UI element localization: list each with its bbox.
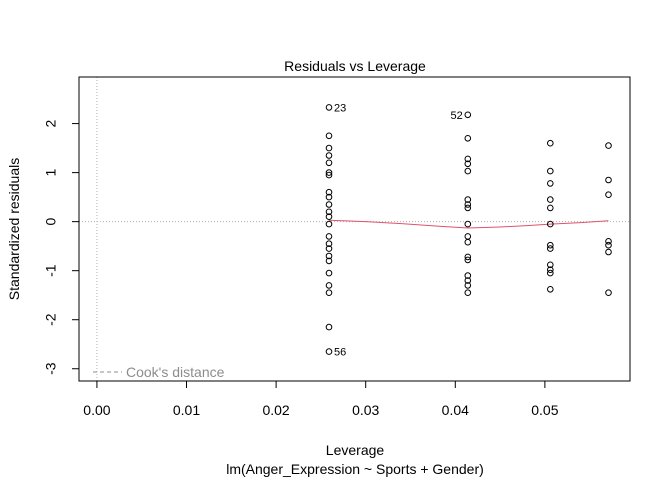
data-point [325, 220, 333, 228]
x-tick-label: 0.00 [83, 402, 110, 418]
data-point [464, 253, 472, 261]
x-tick-label: 0.02 [262, 402, 289, 418]
plot-box [78, 76, 631, 382]
x-axis-title: Leverage [326, 442, 385, 458]
data-point [325, 240, 333, 247]
y-axis: -3 -2 -1 0 1 2 [43, 119, 80, 375]
points-group [325, 104, 612, 355]
x-tick-label: 0.04 [442, 402, 469, 418]
data-point [464, 220, 472, 228]
data-point [325, 245, 333, 252]
data-point [325, 201, 333, 208]
data-point [547, 266, 554, 274]
y-tick-label: -2 [43, 313, 59, 326]
data-point [464, 233, 472, 240]
data-point [464, 277, 472, 284]
y-tick-label: 2 [43, 119, 59, 127]
data-point [464, 155, 472, 163]
data-point [605, 241, 612, 249]
y-tick-label: -3 [43, 362, 59, 375]
data-point [605, 176, 612, 184]
data-point [547, 245, 554, 252]
point-labels-group: 23 56 52 [334, 102, 463, 358]
data-point [325, 282, 333, 289]
x-tick-label: 0.05 [531, 402, 558, 418]
data-point [325, 144, 333, 152]
data-point [547, 286, 554, 293]
legend-label: Cook's distance [126, 364, 225, 380]
data-point [464, 196, 472, 203]
data-point [325, 193, 333, 201]
data-point [325, 257, 333, 265]
data-point [547, 196, 554, 203]
data-point [325, 104, 333, 111]
data-point [464, 201, 472, 208]
data-point [325, 171, 333, 179]
data-point [464, 256, 472, 264]
data-point [325, 252, 333, 260]
data-point [464, 160, 472, 168]
data-point [547, 139, 554, 147]
y-tick-label: 0 [43, 217, 59, 225]
data-point [464, 238, 472, 246]
data-point [325, 348, 333, 355]
data-point [325, 188, 333, 196]
data-point [325, 323, 333, 331]
data-point [547, 180, 554, 187]
data-point [325, 289, 333, 297]
data-point [464, 111, 472, 119]
data-point [464, 282, 472, 289]
data-point [464, 289, 472, 297]
data-point [464, 204, 472, 212]
data-point [325, 213, 333, 220]
x-tick-label: 0.03 [352, 402, 379, 418]
x-axis-subtitle: lm(Anger_Expression ~ Sports + Gender) [226, 461, 484, 477]
data-point [464, 135, 472, 142]
data-point [464, 272, 472, 279]
data-point [325, 269, 333, 277]
reference-lines [79, 77, 630, 381]
y-axis-title: Standardized residuals [6, 158, 22, 300]
data-point [325, 208, 333, 216]
chart-title: Residuals vs Leverage [284, 58, 426, 74]
data-point [547, 241, 554, 249]
point-label: 23 [334, 102, 346, 114]
data-point [325, 132, 333, 140]
data-point [605, 248, 612, 256]
data-point [464, 167, 472, 175]
data-point [605, 238, 612, 245]
data-point [325, 159, 333, 167]
data-point [547, 167, 554, 175]
data-point [605, 191, 612, 198]
data-point [325, 233, 333, 240]
y-tick-label: -1 [43, 264, 59, 277]
data-point [325, 169, 333, 176]
x-axis: 0.00 0.01 0.02 0.03 0.04 0.05 [83, 380, 559, 418]
smooth-line-group [328, 219, 609, 229]
legend: Cook's distance [93, 364, 225, 380]
smooth-line [328, 219, 609, 229]
data-point [605, 289, 612, 297]
data-point [547, 204, 554, 212]
data-point [325, 152, 333, 159]
y-tick-label: 1 [43, 168, 59, 176]
x-tick-label: 0.01 [173, 402, 200, 418]
point-label: 56 [334, 347, 346, 359]
data-point [547, 269, 554, 277]
point-label: 52 [451, 110, 463, 122]
data-point [605, 142, 612, 149]
data-point [547, 261, 554, 269]
data-point [547, 220, 554, 228]
